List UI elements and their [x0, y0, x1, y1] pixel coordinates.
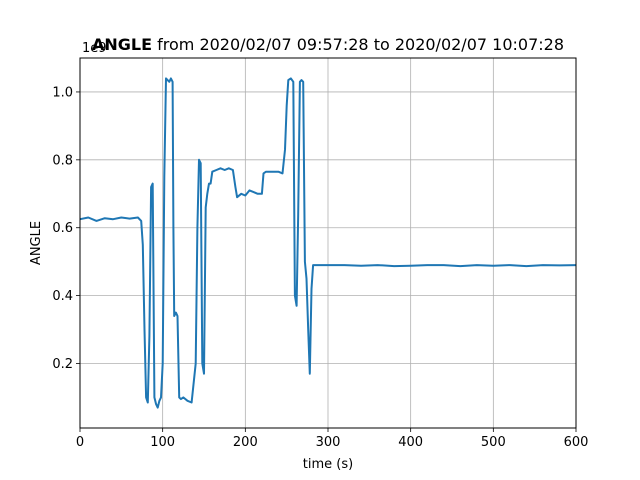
- chart-title: ANGLE from 2020/02/07 09:57:28 to 2020/0…: [92, 35, 564, 54]
- grid-lines: [79, 58, 577, 428]
- x-axis-label: time (s): [303, 457, 353, 472]
- y-tick-label: 1.0: [52, 85, 73, 100]
- y-tick-label: 0.4: [52, 289, 73, 304]
- x-tick-label: 400: [398, 435, 423, 450]
- x-tick-label: 100: [150, 435, 175, 450]
- y-tick-label: 0.6: [52, 221, 73, 236]
- y-tick-label: 0.2: [52, 357, 73, 372]
- x-tick-label: 300: [316, 435, 341, 450]
- chart-title-bold: ANGLE: [92, 35, 152, 54]
- angle-series-line: [79, 77, 577, 409]
- chart-title-rest: from 2020/02/07 09:57:28 to 2020/02/07 1…: [152, 35, 564, 54]
- x-tick-label: 0: [76, 435, 84, 450]
- x-tick-label: 600: [564, 435, 589, 450]
- x-tick-label: 500: [481, 435, 506, 450]
- x-tick-label: 200: [233, 435, 258, 450]
- y-tick-label: 0.8: [52, 153, 73, 168]
- series-layer: [79, 77, 577, 409]
- y-offset-text: 1e9: [82, 41, 107, 56]
- y-axis-label: ANGLE: [29, 221, 44, 265]
- tick-marks-layer: [76, 91, 577, 432]
